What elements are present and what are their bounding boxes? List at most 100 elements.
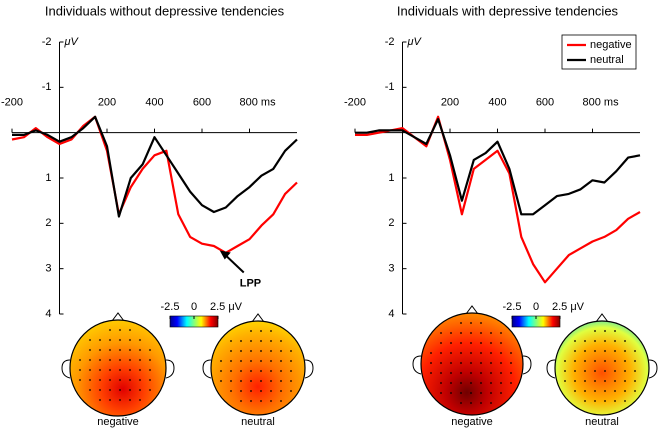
electrode [584, 400, 586, 402]
electrode [510, 352, 512, 354]
electrode [99, 399, 101, 401]
electrode [290, 350, 292, 352]
electrode [440, 332, 442, 334]
x-tick-label: -200 [1, 97, 23, 109]
colorbar-tick-label: -2.5 [503, 301, 522, 313]
x-tick-label: 200 [98, 97, 116, 109]
electrode [109, 339, 111, 341]
electrode [79, 369, 81, 371]
electrode [634, 380, 636, 382]
electrode [480, 322, 482, 324]
electrode [270, 380, 272, 382]
scalp-map [420, 312, 524, 416]
electrode [440, 392, 442, 394]
x-tick-label: 600 [536, 97, 554, 109]
electrode [500, 362, 502, 364]
electrode [450, 332, 452, 334]
electrode [119, 349, 121, 351]
electrode [240, 400, 242, 402]
electrode [584, 340, 586, 342]
electrode [440, 382, 442, 384]
electrode [99, 349, 101, 351]
electrode [440, 362, 442, 364]
electrode [280, 350, 282, 352]
electrode [109, 399, 111, 401]
electrode [470, 382, 472, 384]
electrode [490, 362, 492, 364]
y-tick-label: 4 [388, 308, 394, 320]
map-label: neutral [241, 416, 275, 428]
electrode [470, 402, 472, 404]
electrode [614, 390, 616, 392]
electrode [260, 350, 262, 352]
electrode [480, 402, 482, 404]
legend-label: neutral [590, 54, 624, 66]
electrode [119, 399, 121, 401]
electrode [89, 349, 91, 351]
colorbar-tick-label: 2.5 μV [552, 301, 585, 313]
series-line [355, 118, 641, 216]
electrode [139, 379, 141, 381]
x-tick-label: -200 [344, 97, 366, 109]
electrode [109, 329, 111, 331]
electrode [280, 340, 282, 342]
electrode [480, 362, 482, 364]
electrode [250, 390, 252, 392]
head-ear [61, 359, 175, 379]
electrode [430, 372, 432, 374]
annotation: LPP [240, 277, 261, 289]
electrode [260, 360, 262, 362]
electrode [280, 400, 282, 402]
electrode [220, 380, 222, 382]
y-axis-label: μV [64, 36, 80, 48]
electrode [280, 390, 282, 392]
electrode [260, 380, 262, 382]
head-ear [412, 355, 532, 375]
legend-label: negative [590, 39, 632, 51]
electrode [149, 369, 151, 371]
electrode [240, 390, 242, 392]
scalp-map [69, 319, 167, 417]
electrode [280, 360, 282, 362]
electrode [260, 330, 262, 332]
electrode [470, 352, 472, 354]
electrode [129, 389, 131, 391]
electrode [270, 400, 272, 402]
electrode [510, 382, 512, 384]
electrode [624, 370, 626, 372]
electrode [99, 359, 101, 361]
electrode [240, 360, 242, 362]
y-tick-label: 3 [45, 263, 51, 275]
y-tick-label: 1 [388, 172, 394, 184]
electrode [99, 379, 101, 381]
head-nose [251, 313, 265, 323]
electrode [460, 392, 462, 394]
electrode [129, 399, 131, 401]
electrode [460, 352, 462, 354]
electrode [574, 370, 576, 372]
electrode [79, 379, 81, 381]
chart-title: Individuals with depressive tendencies [397, 3, 619, 18]
electrode [99, 339, 101, 341]
electrode [594, 390, 596, 392]
electrode [109, 389, 111, 391]
y-tick-label: 4 [45, 308, 51, 320]
electrode [470, 342, 472, 344]
electrode [480, 352, 482, 354]
electrode [250, 400, 252, 402]
electrode [470, 322, 472, 324]
electrode [624, 400, 626, 402]
electrode [500, 332, 502, 334]
electrode [250, 340, 252, 342]
legend-box [561, 34, 637, 70]
electrode [440, 342, 442, 344]
electrode [624, 340, 626, 342]
electrode [574, 350, 576, 352]
electrode [624, 350, 626, 352]
electrode [460, 342, 462, 344]
electrode [450, 342, 452, 344]
electrode [634, 370, 636, 372]
electrode [280, 380, 282, 382]
electrode [250, 380, 252, 382]
electrode [280, 370, 282, 372]
